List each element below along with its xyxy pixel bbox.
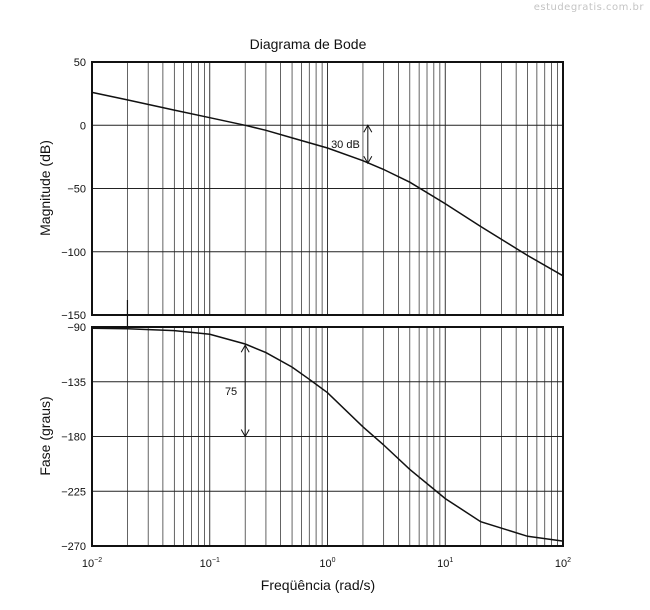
phase-annotation-arrowhead	[240, 344, 250, 353]
magnitude-panel: 50 0 −50 −100 −150 30 dB	[61, 57, 564, 327]
xtick-exponent: −1	[212, 557, 220, 564]
magnitude-ytick-label: −50	[67, 184, 86, 196]
phase-ytick-label: −90	[67, 322, 86, 334]
magnitude-curve	[91, 91, 564, 277]
phase-ytick-label: −135	[61, 377, 86, 389]
xtick-label: 10−2	[82, 557, 102, 570]
magnitude-frame	[91, 61, 564, 316]
magnitude-annotation-arrowhead	[363, 124, 373, 133]
xtick-base: 10	[437, 558, 449, 570]
phase-annotation-arrowhead	[240, 429, 250, 438]
xtick-exponent: 2	[567, 557, 571, 564]
watermark: estudegratis.com.br	[533, 2, 644, 13]
xtick-base: 10	[555, 558, 567, 570]
phase-ytick-label: −270	[61, 541, 86, 553]
xtick-base: 10	[319, 558, 331, 570]
magnitude-ytick-label: −150	[61, 310, 86, 322]
xtick-exponent: −2	[94, 557, 102, 564]
chart-title: Diagrama de Bode	[250, 36, 367, 52]
xtick-base: 10	[200, 558, 212, 570]
phase-ytick-label: −225	[61, 486, 86, 498]
magnitude-ytick-label: −100	[61, 247, 86, 259]
xtick-exponent: 0	[332, 557, 336, 564]
magnitude-ytick-label: 0	[80, 120, 86, 132]
xtick-label: 10−1	[200, 557, 220, 570]
phase-ylabel: Fase (graus)	[37, 396, 53, 475]
xtick-label: 100	[319, 557, 335, 570]
frequency-xlabel: Freqüência (rad/s)	[261, 577, 375, 593]
phase-frame	[91, 326, 564, 547]
xtick-exponent: 1	[449, 557, 453, 564]
phase-curve	[91, 327, 564, 542]
xtick-label: 101	[437, 557, 453, 570]
magnitude-annotation-label: 30 dB	[331, 139, 360, 151]
phase-ytick-label: −180	[61, 432, 86, 444]
xtick-label: 102	[555, 557, 571, 570]
phase-annotation-label: 75	[225, 386, 237, 398]
magnitude-ytick-label: 50	[74, 57, 86, 69]
magnitude-ylabel: Magnitude (dB)	[37, 140, 53, 236]
xtick-base: 10	[82, 558, 94, 570]
magnitude-annotation-arrowhead	[363, 155, 373, 165]
